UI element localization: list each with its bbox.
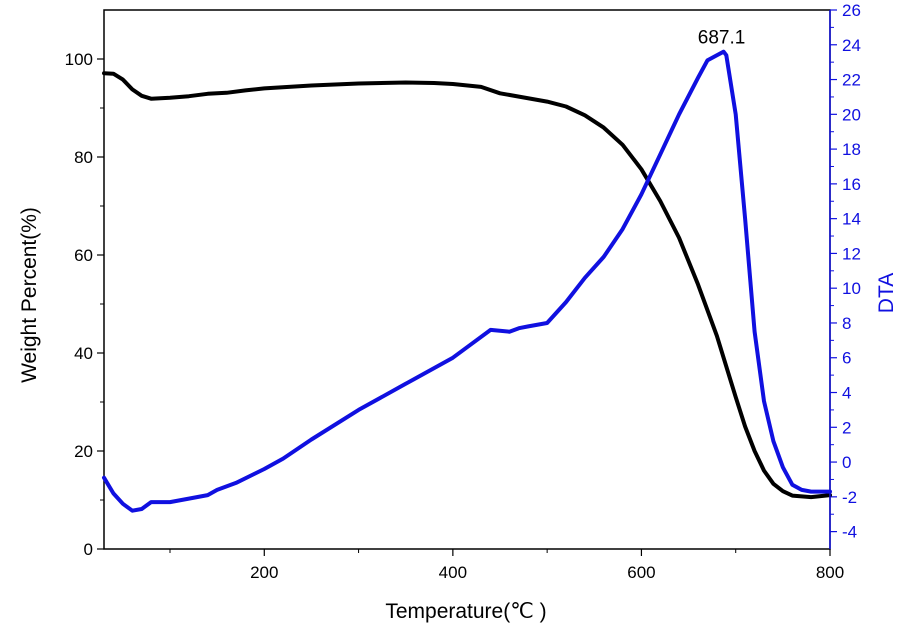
left-tick-label: 100 — [65, 50, 93, 69]
right-tick-label: 16 — [842, 175, 861, 194]
x-axis-title: Temperature(℃ ) — [385, 600, 546, 623]
y-right-axis-title: DTA — [875, 273, 898, 313]
bottom-tick-label: 200 — [250, 563, 278, 582]
right-tick-label: 12 — [842, 244, 861, 263]
plot-frame — [103, 9, 831, 550]
right-tick-label: 18 — [842, 140, 861, 159]
left-tick-label: 20 — [74, 442, 93, 461]
weight-percent-line — [102, 71, 832, 500]
bottom-tick-label: 600 — [627, 563, 655, 582]
left-axis-ticks: 0 20 40 60 80 100 — [65, 50, 104, 559]
right-tick-label: 4 — [842, 384, 851, 403]
left-tick-label: 60 — [74, 246, 93, 265]
right-tick-label: 20 — [842, 105, 861, 124]
right-tick-label: 22 — [842, 71, 861, 90]
bottom-tick-label: 800 — [816, 563, 844, 582]
right-tick-label: 0 — [842, 453, 851, 472]
right-tick-label: 8 — [842, 314, 851, 333]
left-tick-label: 40 — [74, 344, 93, 363]
left-tick-label: 0 — [84, 540, 93, 559]
peak-annotation-label: 687.1 — [698, 28, 746, 49]
bottom-tick-label: 400 — [439, 563, 467, 582]
dta-line — [102, 49, 832, 513]
right-tick-label: 24 — [842, 36, 861, 55]
right-tick-label: 26 — [842, 1, 861, 20]
right-tick-label: 10 — [842, 279, 861, 298]
series-layer — [102, 49, 832, 513]
annotations-layer: 687.1 — [698, 28, 746, 49]
left-tick-label: 80 — [74, 148, 93, 167]
bottom-axis-ticks: 200 400 600 800 — [169, 549, 844, 582]
y-left-axis-title: Weight Percent(%) — [18, 207, 41, 383]
right-tick-label: -2 — [842, 488, 857, 507]
right-tick-label: 14 — [842, 210, 861, 229]
right-tick-label: 2 — [842, 418, 851, 437]
right-tick-label: -4 — [842, 523, 857, 542]
right-tick-label: 6 — [842, 349, 851, 368]
